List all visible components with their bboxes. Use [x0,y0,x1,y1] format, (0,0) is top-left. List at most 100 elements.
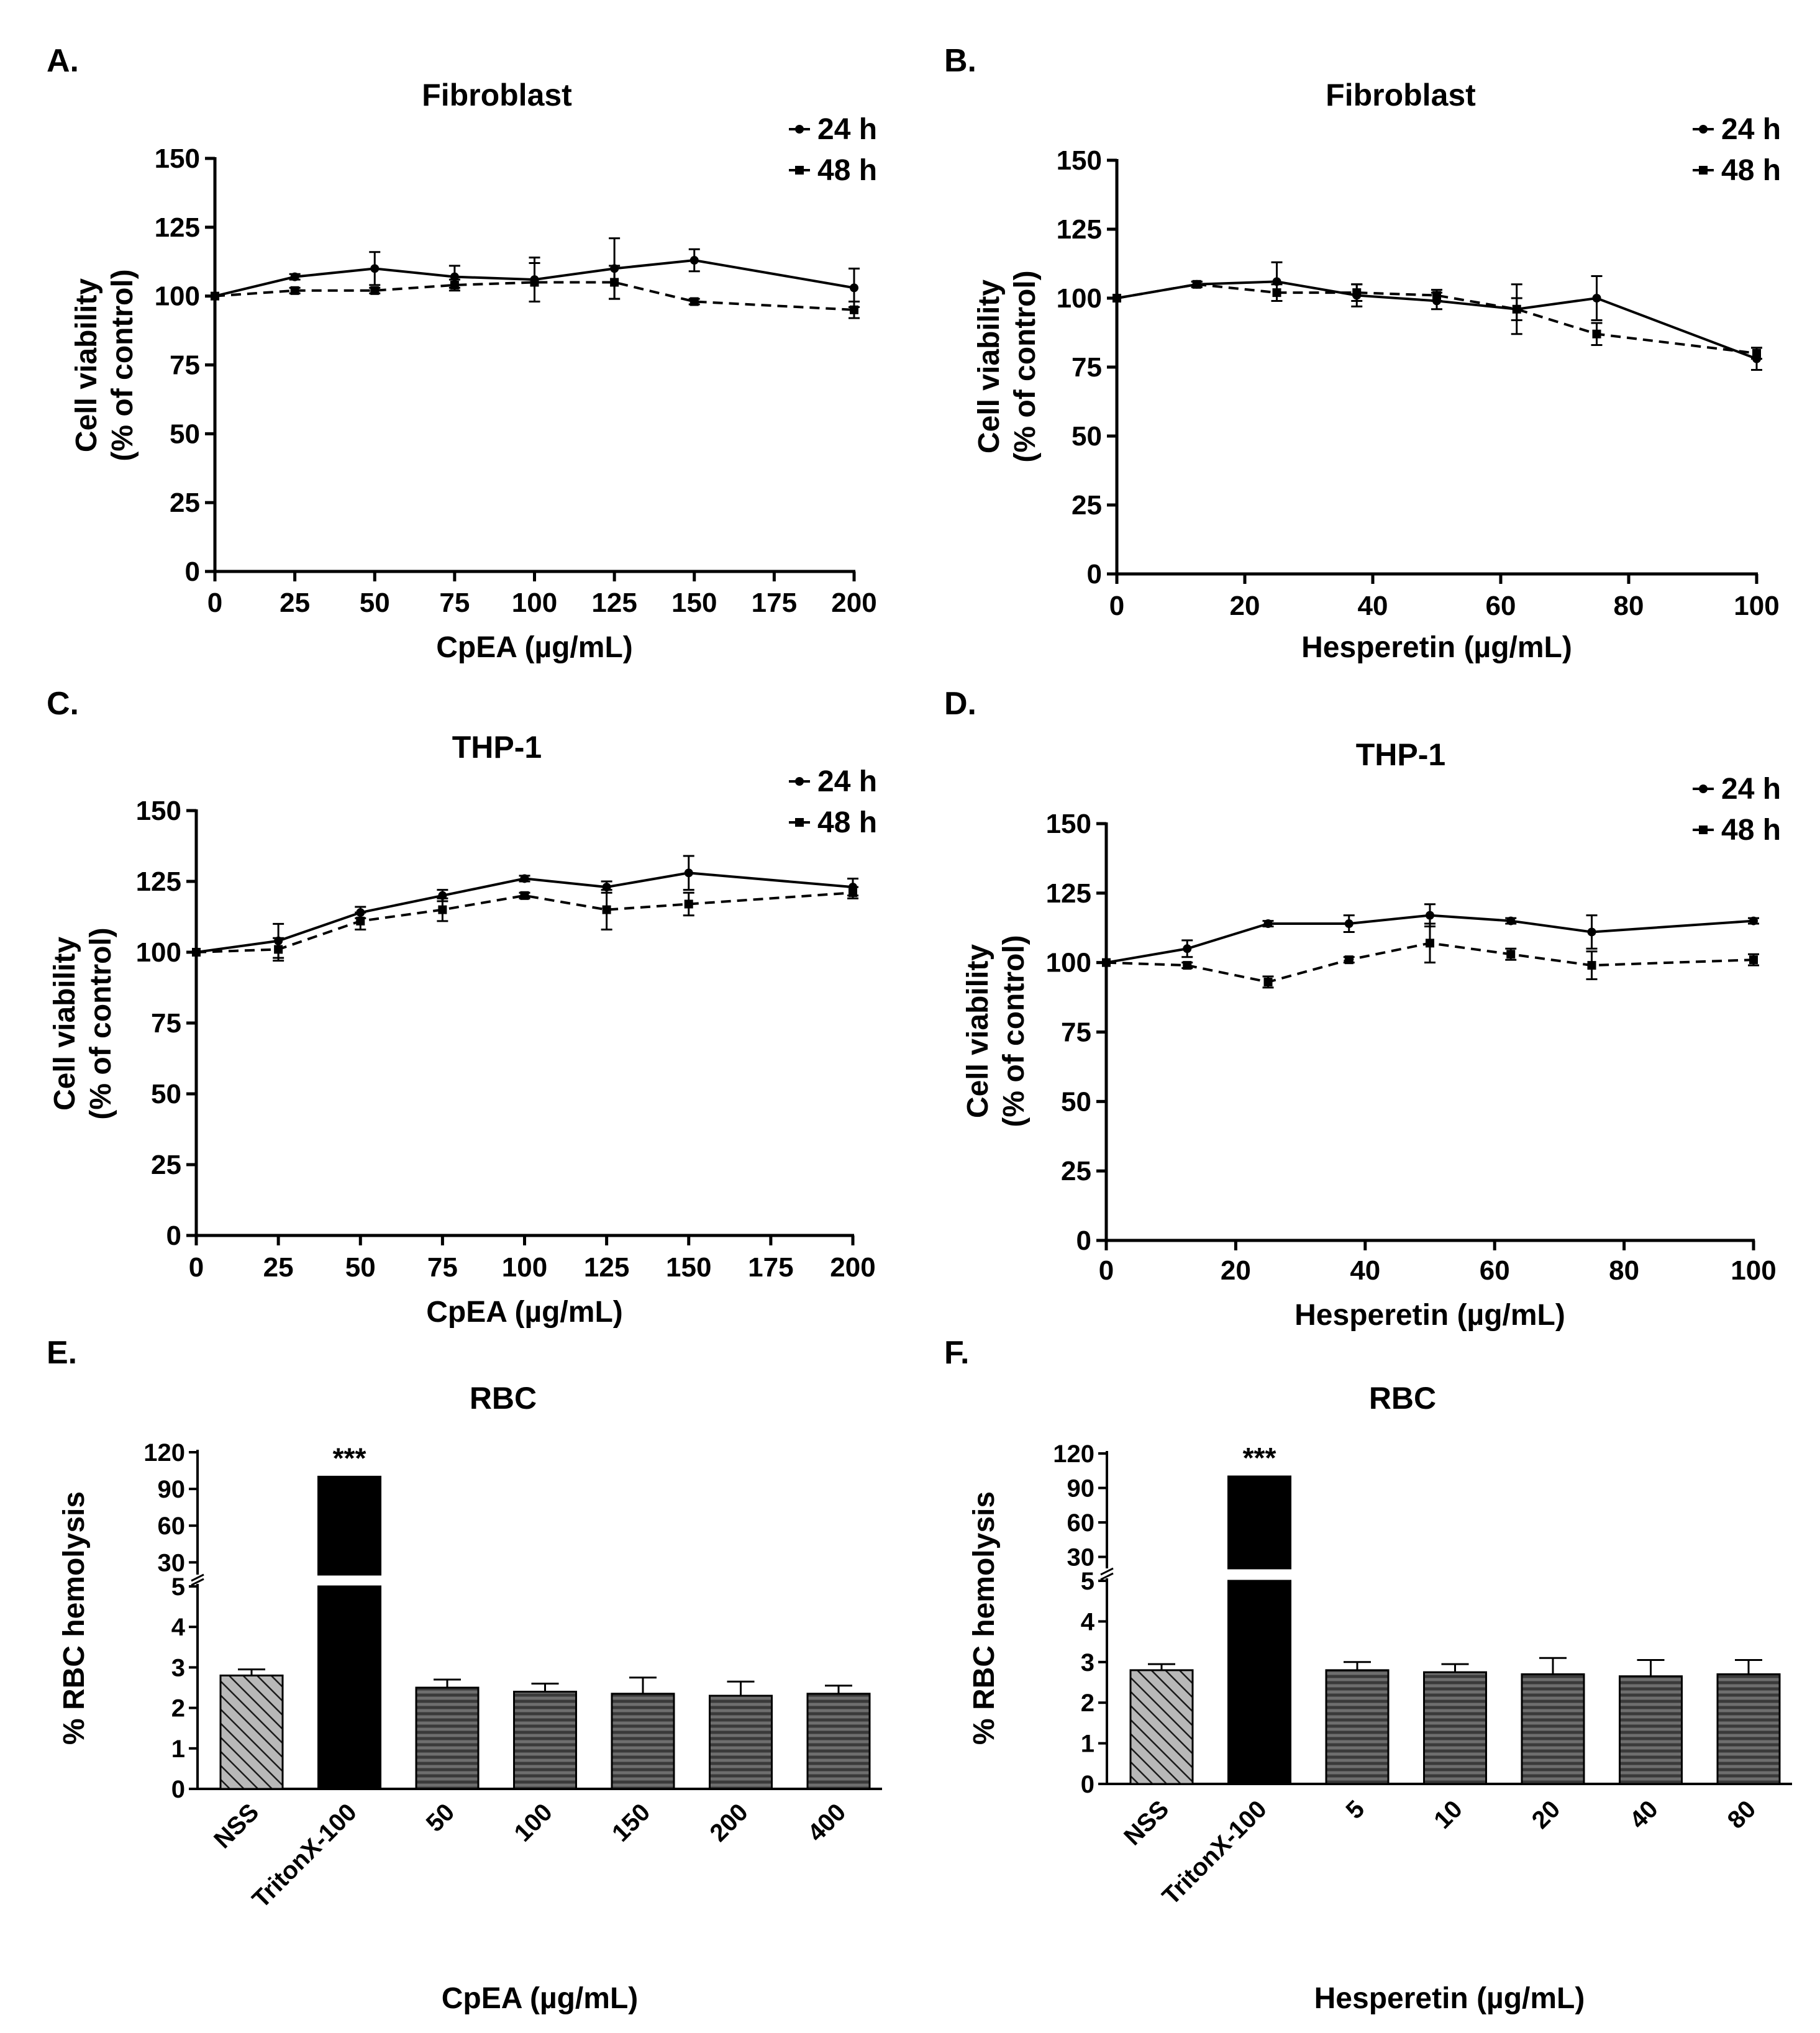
x-axis-title: CpEA (µg/mL) [436,631,633,664]
x-tick-label: 200 [831,588,876,618]
data-point [850,305,858,314]
legend-swatch-marker [795,777,804,786]
data-point [684,899,693,909]
data-point [1426,939,1434,948]
bar-group: 20 [1521,1657,1585,1834]
x-tick-label: 75 [427,1252,458,1283]
y-tick-label: 0 [185,557,200,587]
x-tick-label: 100 [1734,591,1779,621]
bar-group: 40 [1619,1659,1683,1834]
x-axis-title: CpEA (µg/mL) [442,1982,639,2015]
y-tick-label: 60 [158,1512,186,1540]
legend-label: 24 h [1721,113,1781,146]
category-label: 400 [803,1798,851,1847]
y-tick-label: 25 [1061,1156,1091,1186]
y-tick-label: 50 [1072,421,1102,452]
y-tick-label: 125 [155,212,200,243]
data-point [1506,950,1516,959]
category-label: 200 [705,1798,753,1847]
legend-label: 48 h [1721,154,1781,187]
y-tick-label: 150 [1046,809,1091,839]
x-tick-label: 60 [1480,1255,1510,1286]
series-24h [1112,261,1762,371]
data-point [1752,348,1761,358]
significance-label: *** [1243,1442,1276,1474]
legend-label: 48 h [817,806,877,839]
y-tick-label: 100 [1057,283,1102,314]
y-tick-label: 4 [1081,1608,1095,1635]
y-tick-label: 90 [158,1476,186,1503]
x-tick-label: 25 [280,588,310,618]
y-tick-label: 25 [151,1150,181,1180]
data-point [520,874,529,883]
y-tick-label: 25 [170,488,200,518]
data-point [290,272,299,281]
bar [415,1686,480,1790]
series-line [196,871,853,953]
x-tick-label: 80 [1614,591,1644,621]
data-point [450,280,459,289]
panel-label: C. [47,686,79,722]
legend-label: 24 h [817,765,877,798]
data-point [1592,329,1601,339]
y-tick-label: 60 [1067,1509,1095,1537]
panel-label: D. [944,686,976,722]
bar-group: 100 [509,1682,577,1847]
panel-b: B. Fibroblast 0 25 50 75 100 125 150 0 20 40 60 80 100… [944,43,1781,664]
series-24h [192,855,858,959]
bar-group: 50 [415,1678,480,1837]
chart-title: Fibroblast [422,78,572,112]
y-tick-label: 150 [1057,145,1102,176]
x-tick-label: 0 [1099,1255,1114,1286]
data-point [356,916,365,926]
x-tick-label: 175 [752,588,797,618]
x-tick-label: 60 [1486,591,1516,621]
y-axis-title: % RBC hemolysis [968,1491,1001,1745]
bar-upper [1227,1475,1291,1570]
axis-break-mark [1100,1567,1114,1576]
y-tick-label: 3 [1081,1649,1094,1676]
bar [806,1693,871,1790]
data-point [1749,916,1758,926]
panel-label: E. [47,1335,77,1371]
data-point [1512,304,1521,314]
bar [1129,1669,1194,1785]
x-tick-label: 150 [666,1252,711,1283]
x-tick-label: 175 [748,1252,793,1283]
category-label: 40 [1624,1795,1663,1834]
bar-group: NSS [1119,1663,1194,1851]
data-point [1344,919,1354,929]
y-tick-label: 30 [1067,1544,1095,1571]
data-point [1432,291,1441,300]
y-axis-title: Cell viability (% of control) [962,935,1031,1127]
y-axis-title-line1: Cell viability [962,944,994,1118]
series-48h [211,262,860,319]
bar-upper [317,1475,381,1576]
y-tick-label: 1 [171,1735,185,1763]
data-point [850,283,858,293]
chart-title: THP-1 [452,730,542,765]
panel-c: C. THP-1 0 25 50 75 100 125 150 0 25 50 75 100 125 150 1… [47,686,877,1329]
bar-group: *** TritonX-100 [247,1442,381,1913]
data-point [1352,288,1362,298]
data-point [438,905,447,914]
data-point [290,286,299,295]
category-label: 150 [607,1798,655,1847]
bar-group: 5 [1325,1661,1390,1824]
series-line [196,891,853,953]
legend-swatch-marker [795,166,804,175]
category-label: NSS [209,1798,264,1853]
significance-label: *** [333,1442,366,1474]
data-point [1587,961,1596,970]
series-line [214,259,855,298]
y-tick-label: 100 [136,937,181,968]
panel-label: A. [47,43,79,79]
x-tick-label: 0 [1109,591,1124,621]
bar-lower [317,1585,381,1790]
y-tick-label: 3 [171,1654,185,1681]
x-axis-title: Hesperetin (µg/mL) [1294,1299,1565,1332]
series-line [1106,914,1754,964]
y-tick-label: 75 [170,350,200,381]
y-tick-label: 150 [136,796,181,826]
